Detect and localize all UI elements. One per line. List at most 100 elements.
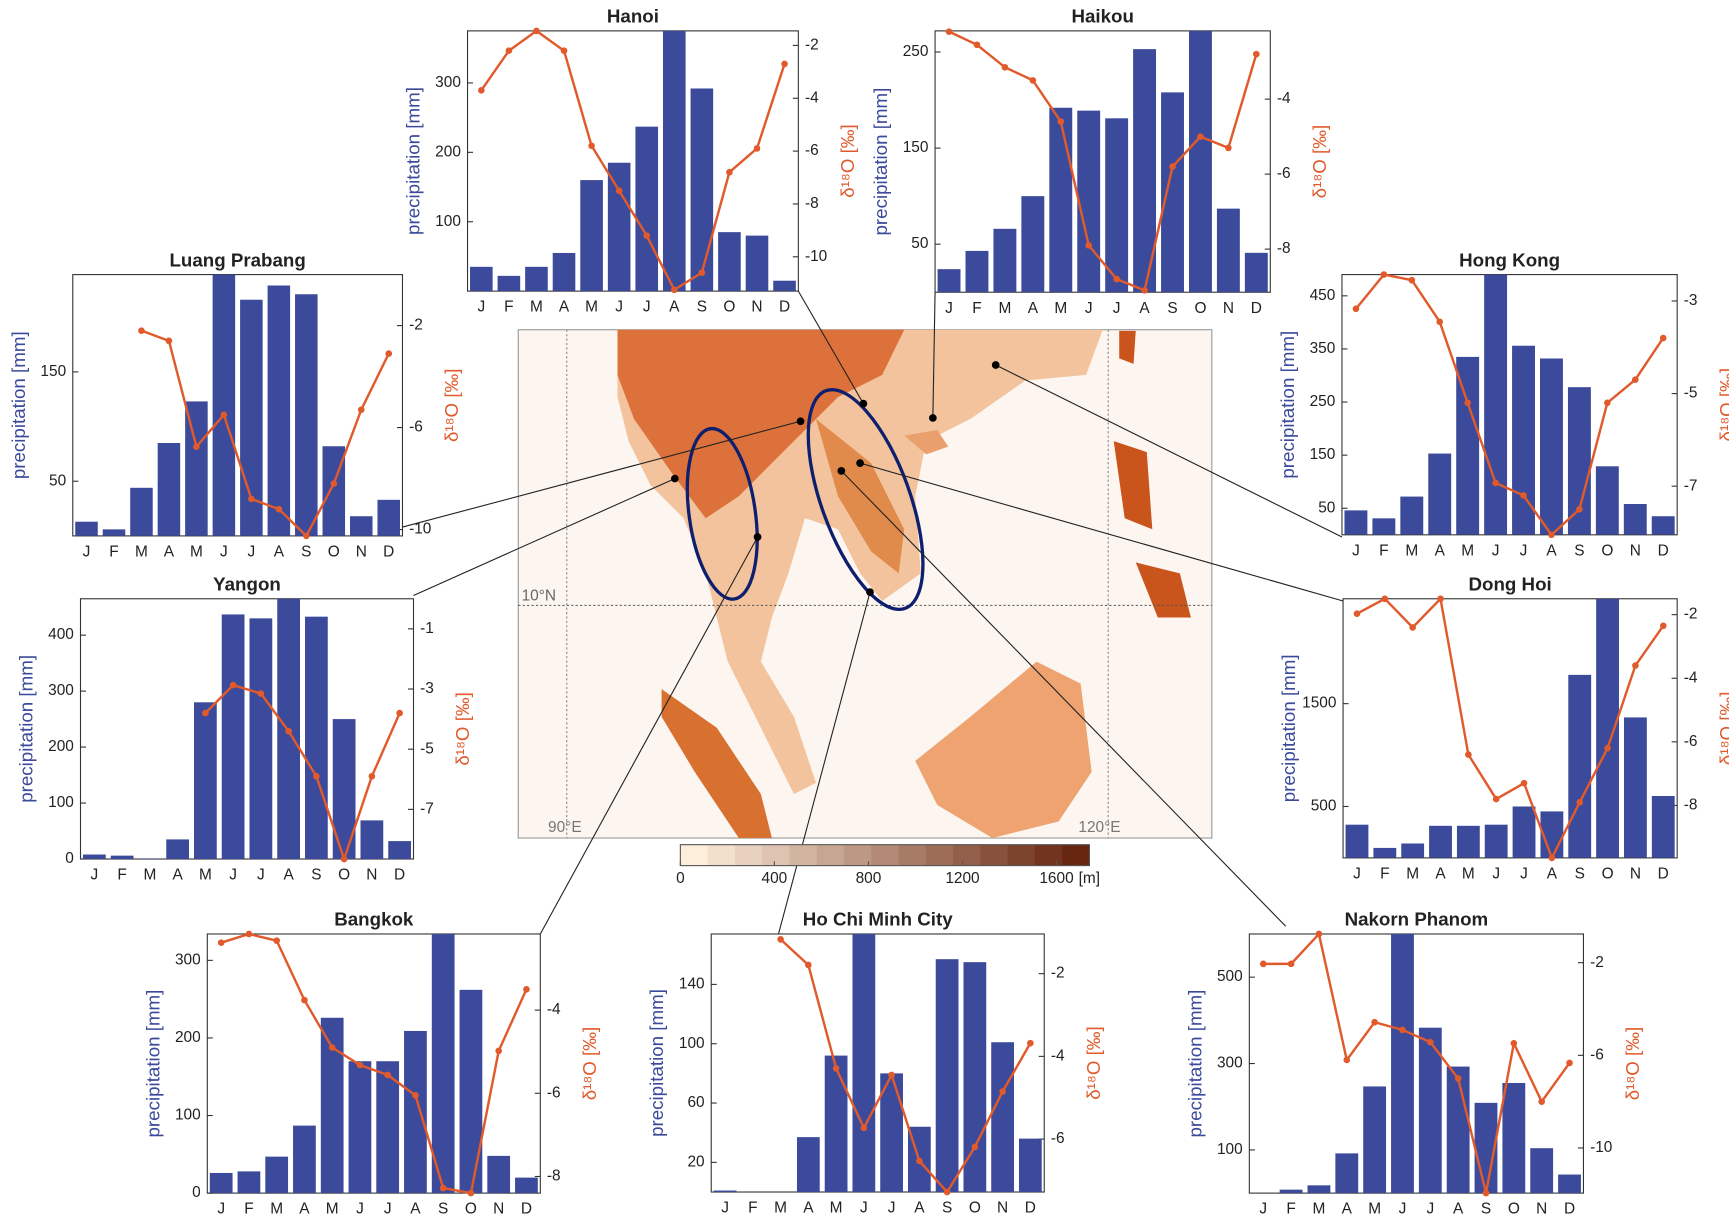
point — [495, 1048, 502, 1055]
bar — [746, 236, 769, 292]
y2-tick-label: -2 — [1051, 965, 1065, 982]
y2-tick-label: -6 — [409, 419, 423, 436]
x-tick-label: A — [914, 1200, 925, 1217]
colorbar-cell — [844, 845, 872, 866]
colorbar-cell — [789, 845, 817, 866]
x-tick-label: A — [1435, 866, 1446, 883]
bar — [1372, 518, 1395, 534]
x-tick-label: J — [945, 300, 953, 317]
bar — [138, 858, 161, 859]
y2-tick-label: -8 — [1277, 240, 1291, 257]
point — [1492, 480, 1499, 487]
point — [1354, 610, 1361, 617]
bar — [797, 1137, 820, 1192]
y-axis-label: precipitation [mm] — [16, 655, 37, 803]
bar — [1077, 111, 1100, 293]
point — [1549, 855, 1556, 862]
colorbar-tick-label: 1600 — [1039, 870, 1073, 887]
point — [1660, 335, 1667, 342]
y-tick-label: 140 — [679, 975, 705, 992]
y2-tick-label: -8 — [1684, 797, 1698, 814]
point — [833, 1065, 840, 1072]
x-tick-label: A — [669, 299, 680, 316]
bar — [1400, 497, 1423, 535]
colorbar-cell — [680, 845, 708, 866]
point — [1113, 276, 1120, 283]
page: 10°N 90°E 120°E 040080012001600 — [0, 0, 1729, 1224]
x-tick-label: O — [1601, 542, 1613, 559]
point — [230, 682, 237, 689]
x-tick-label: J — [643, 299, 651, 316]
bar — [1568, 387, 1591, 535]
x-tick-label: A — [1547, 866, 1558, 883]
bar — [111, 856, 134, 859]
point — [533, 28, 540, 35]
x-tick-label: A — [283, 867, 294, 884]
y-tick-label: 150 — [1310, 446, 1336, 463]
point — [246, 931, 253, 938]
x-tick-label: O — [465, 1201, 477, 1218]
y2-tick-label: -2 — [1684, 606, 1698, 623]
x-tick-label: N — [1536, 1201, 1547, 1218]
point — [616, 187, 623, 194]
colorbar-cell — [980, 845, 1008, 866]
x-tick-label: A — [1028, 300, 1039, 317]
x-tick-label: N — [1630, 542, 1641, 559]
bar — [1245, 253, 1268, 292]
x-tick-label: O — [1602, 866, 1614, 883]
y2-tick-label: -2 — [1590, 954, 1604, 971]
chart: Nakorn Phanom100300500-2-6-10JFMAMJJASON… — [1184, 909, 1643, 1218]
colorbar-cell — [899, 845, 927, 866]
station — [929, 414, 937, 422]
x-tick-label: D — [1025, 1200, 1036, 1217]
point — [1382, 595, 1389, 602]
x-tick-label: N — [751, 299, 762, 316]
plot-area — [207, 934, 540, 1193]
x-tick-label: F — [244, 1201, 253, 1218]
y2-tick-label: -4 — [1277, 90, 1291, 107]
bar — [265, 1157, 288, 1193]
x-tick-label: S — [301, 544, 311, 561]
lon-label: 90°E — [548, 819, 582, 836]
x-tick-label: F — [1286, 1201, 1295, 1218]
point — [412, 1092, 419, 1099]
x-tick-label: O — [969, 1200, 981, 1217]
x-tick-label: N — [997, 1200, 1008, 1217]
point — [1520, 492, 1527, 499]
bar — [350, 516, 373, 536]
bar — [1373, 848, 1396, 858]
y2-tick-label: -8 — [547, 1168, 561, 1185]
x-tick-label: J — [1492, 542, 1500, 559]
point — [384, 1072, 391, 1079]
bar — [432, 934, 455, 1193]
chart-title: Bangkok — [334, 909, 414, 930]
y-tick-label: 300 — [48, 682, 74, 699]
colorbar-tick-label: 800 — [856, 870, 882, 887]
point — [1521, 780, 1528, 787]
colorbar-cell — [735, 845, 763, 866]
bar — [404, 1031, 427, 1193]
x-tick-label: J — [1520, 542, 1528, 559]
y-tick-label: 300 — [435, 74, 461, 91]
point — [861, 1125, 868, 1132]
x-tick-label: J — [1426, 1201, 1434, 1218]
colorbar-cell — [926, 845, 954, 866]
x-tick-label: F — [1379, 542, 1388, 559]
x-tick-label: S — [311, 867, 321, 884]
point — [440, 1185, 447, 1192]
bar — [1161, 92, 1184, 292]
y-tick-label: 250 — [1310, 393, 1336, 410]
x-tick-label: O — [723, 299, 735, 316]
point — [1353, 306, 1360, 313]
colorbar-cell — [1035, 845, 1063, 866]
bar — [718, 232, 741, 291]
point — [1409, 624, 1416, 631]
y-axis-label: precipitation [mm] — [1278, 654, 1299, 802]
bar — [991, 1042, 1014, 1192]
y-tick-label: 0 — [65, 850, 74, 867]
bar — [498, 276, 521, 291]
point — [1464, 400, 1471, 407]
y-tick-label: 50 — [911, 235, 928, 252]
y-tick-label: 350 — [1310, 340, 1336, 357]
